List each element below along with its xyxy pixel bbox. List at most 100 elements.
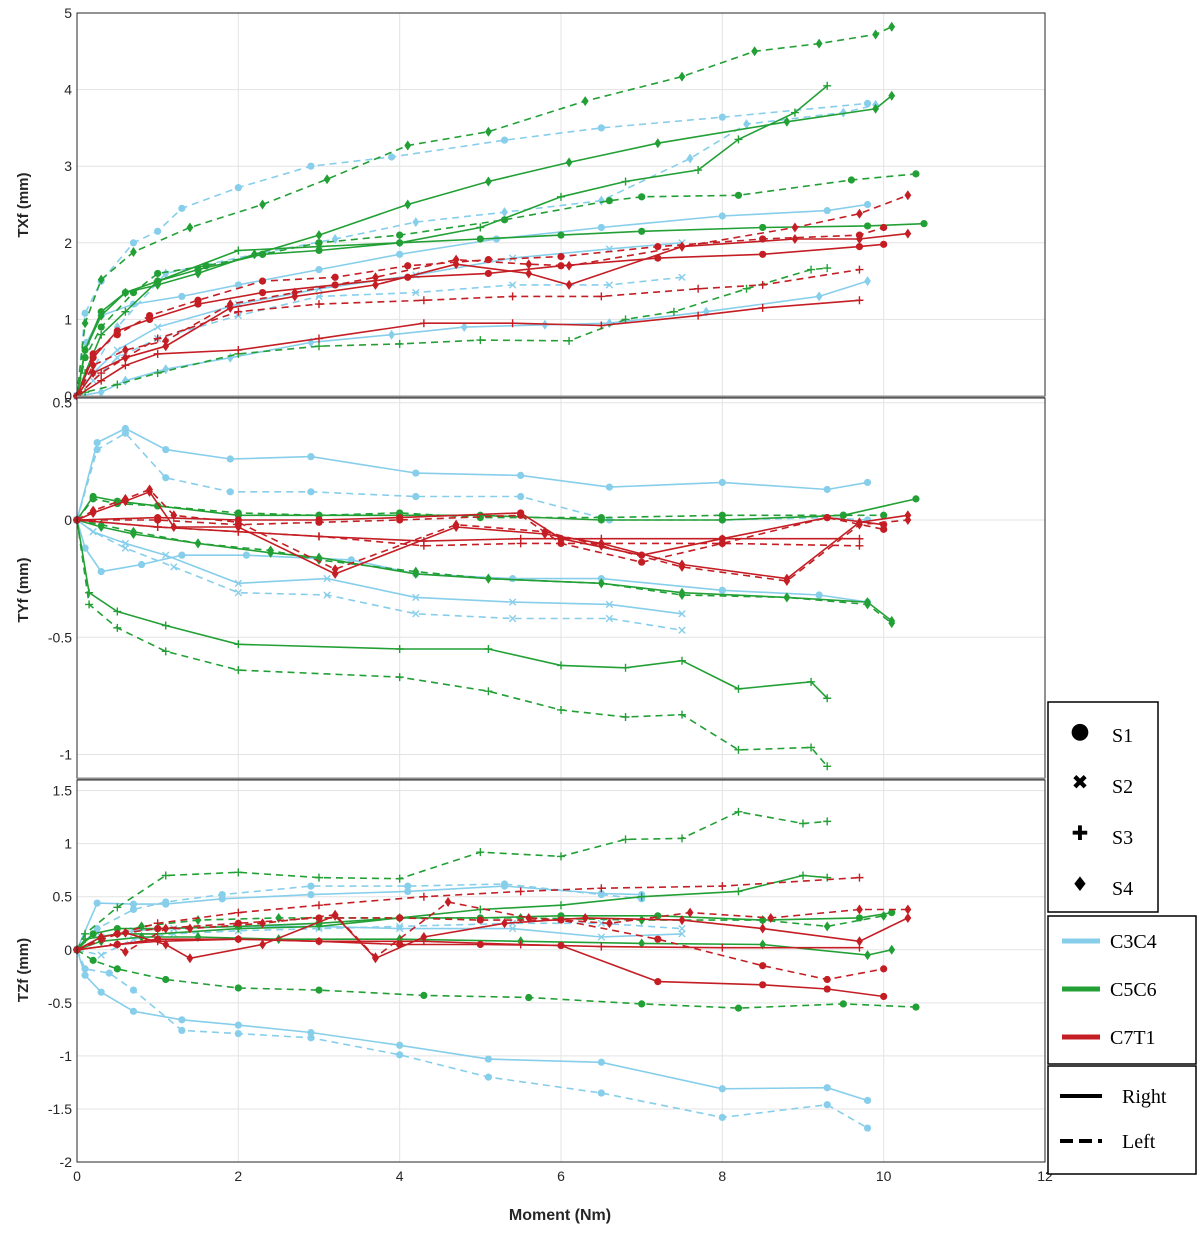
marker-s3 [315, 937, 323, 946]
series-line [76, 243, 884, 397]
marker-s1 [121, 429, 129, 437]
marker-s4 [686, 153, 694, 164]
marker-s1 [500, 880, 509, 888]
marker-s2 [605, 614, 614, 623]
marker-s4 [331, 909, 339, 920]
marker-s1 [81, 971, 89, 979]
marker-s1 [129, 1007, 138, 1015]
marker-s1 [638, 1000, 646, 1008]
marker-s1 [113, 331, 121, 339]
marker-s1 [517, 471, 525, 480]
marker-s2 [323, 591, 331, 599]
marker-s1 [880, 965, 888, 973]
marker-s4 [412, 217, 420, 228]
series-c3c4-s1-right [73, 424, 872, 524]
marker-s3 [315, 242, 323, 251]
marker-s3 [734, 807, 743, 816]
marker-s4 [146, 484, 153, 495]
marker-s2 [89, 528, 97, 536]
marker-s3 [484, 687, 493, 696]
marker-s1 [420, 991, 428, 1000]
marker-s3 [153, 334, 162, 343]
marker-s2 [508, 924, 517, 933]
marker-s1 [178, 551, 186, 559]
marker-s3 [153, 349, 162, 358]
marker-s1 [154, 502, 162, 510]
marker-s1 [476, 235, 484, 243]
marker-s3 [315, 873, 323, 882]
marker-s4 [170, 522, 178, 533]
marker-s2 [678, 273, 686, 281]
legend-s2-label: S2 [1112, 776, 1133, 798]
marker-s4 [122, 287, 129, 298]
marker-s3 [855, 296, 864, 305]
marker-s3 [153, 523, 162, 532]
series-line [76, 232, 908, 397]
marker-s4 [89, 505, 97, 516]
marker-s1 [863, 478, 872, 487]
marker-s2 [678, 610, 686, 618]
marker-s4 [267, 545, 274, 556]
marker-s1 [557, 231, 565, 239]
series-line [76, 917, 884, 981]
marker-s1 [597, 1089, 605, 1097]
series-c7t1-s4-left [73, 190, 912, 401]
marker-s4 [525, 912, 533, 923]
marker-s3 [234, 868, 243, 877]
marker-s4 [162, 268, 170, 279]
marker-s1 [718, 478, 726, 487]
y-tick-label: -1 [60, 747, 73, 763]
y-tick-label: 1 [64, 836, 72, 852]
marker-s1 [880, 223, 888, 232]
legend-s3-label: S3 [1112, 827, 1133, 849]
series-line [76, 490, 909, 580]
marker-s4 [97, 934, 105, 945]
marker-s3 [678, 834, 686, 843]
marker-s1 [863, 1096, 872, 1105]
marker-s3 [234, 908, 243, 917]
marker-s4 [581, 96, 589, 107]
marker-s4 [638, 915, 646, 926]
marker-s1 [129, 900, 138, 908]
marker-s2 [678, 930, 686, 938]
legend-s4-symbol: ♦ [1071, 872, 1089, 896]
series-line [76, 488, 908, 582]
marker-s3 [823, 762, 832, 771]
marker-s4 [864, 950, 871, 961]
marker-s1 [412, 469, 420, 477]
marker-s1 [638, 551, 646, 559]
marker-s3 [97, 376, 106, 385]
marker-s4 [460, 322, 468, 333]
y-tick-label: 3 [64, 158, 72, 174]
marker-s1 [154, 516, 162, 524]
marker-s1 [234, 521, 242, 529]
marker-s3 [758, 303, 767, 312]
marker-s3 [484, 644, 493, 653]
series-c3c4-s1-right [73, 946, 872, 1105]
series-line [76, 938, 860, 951]
marker-s3 [734, 684, 743, 693]
marker-s4 [194, 538, 202, 549]
marker-s1 [89, 930, 97, 938]
marker-s1 [93, 438, 101, 447]
marker-s2 [597, 933, 606, 941]
marker-s1 [823, 514, 831, 522]
marker-s3 [508, 319, 517, 328]
marker-s3 [113, 380, 122, 389]
marker-s4 [888, 90, 896, 101]
marker-s1 [113, 965, 121, 973]
marker-s4 [452, 519, 460, 530]
y-tick-label: 2 [64, 235, 72, 251]
marker-s3 [315, 334, 323, 343]
marker-s3 [557, 852, 565, 861]
marker-s1 [605, 197, 614, 205]
marker-s3 [557, 192, 565, 201]
marker-s1 [396, 231, 404, 239]
marker-s4 [154, 279, 162, 290]
marker-s3 [621, 315, 630, 324]
marker-s1 [178, 1026, 186, 1035]
marker-s1 [823, 975, 831, 984]
marker-s1 [654, 243, 662, 251]
marker-s3 [669, 307, 678, 316]
marker-s1 [508, 575, 517, 583]
